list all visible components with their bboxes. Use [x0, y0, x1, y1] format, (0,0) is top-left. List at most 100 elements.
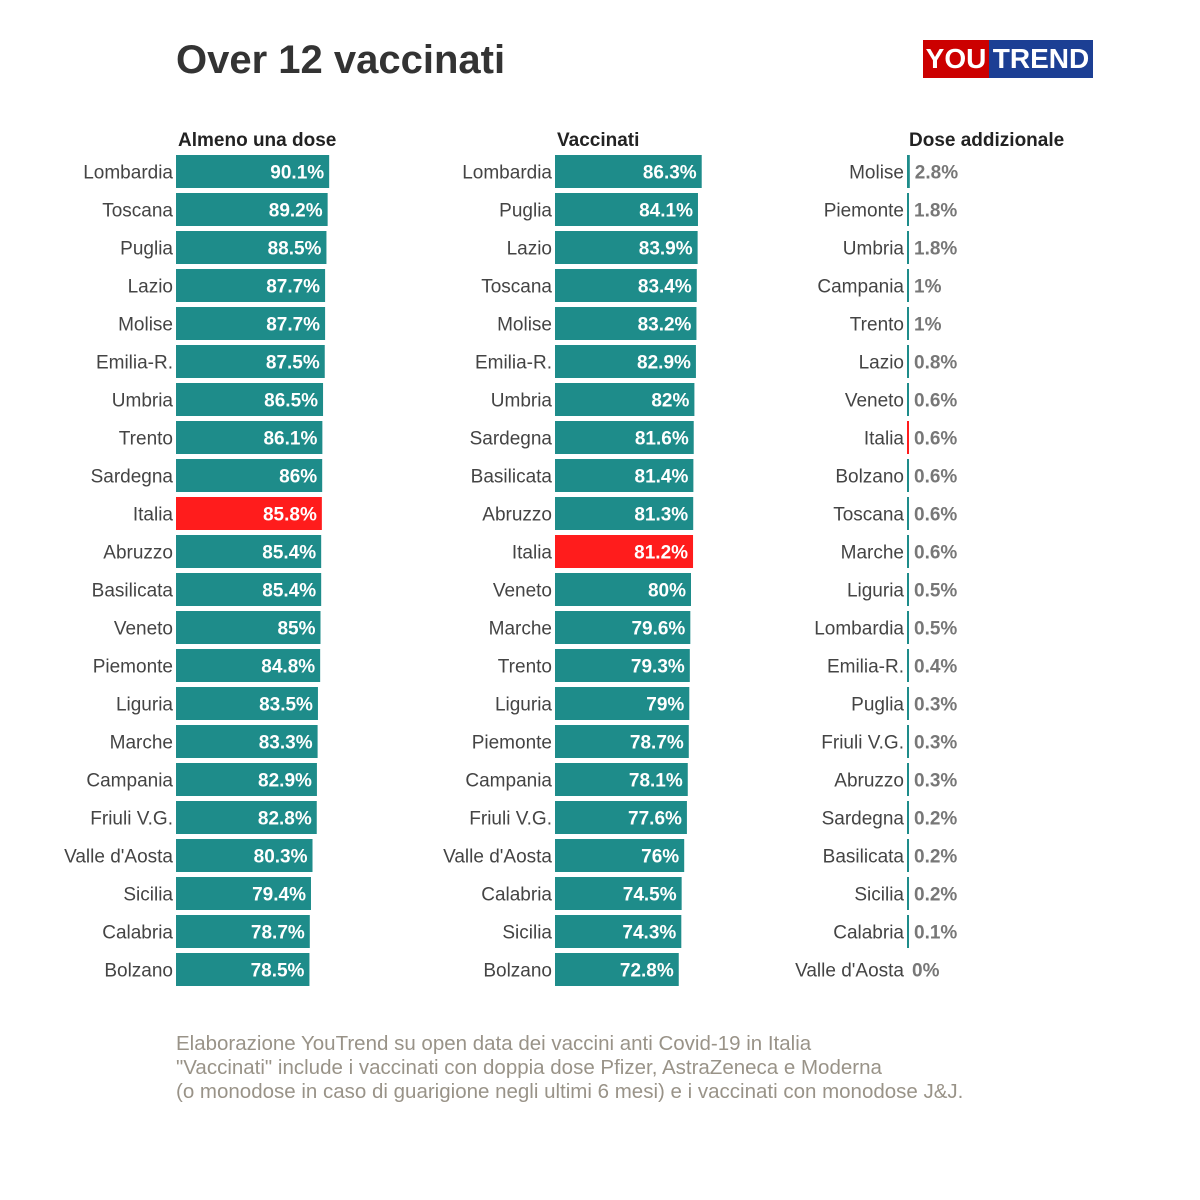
category-label: Valle d'Aosta	[64, 847, 173, 868]
bar	[176, 801, 317, 834]
value-label: 79.4%	[252, 885, 306, 906]
category-label: Valle d'Aosta	[795, 961, 904, 982]
bar	[555, 383, 695, 416]
value-label: 0.2%	[914, 809, 957, 830]
bar	[555, 459, 694, 492]
bar	[555, 193, 698, 226]
value-label: 86%	[279, 467, 317, 488]
bar	[907, 459, 909, 492]
bar	[907, 611, 909, 644]
bar	[555, 611, 691, 644]
bar	[907, 839, 909, 872]
category-label: Friuli V.G.	[90, 809, 173, 830]
category-label: Piemonte	[93, 657, 173, 678]
category-label: Molise	[849, 163, 904, 184]
value-label: 82%	[651, 391, 689, 412]
value-label: 90.1%	[270, 163, 324, 184]
category-label: Liguria	[495, 695, 552, 716]
category-label: Piemonte	[824, 201, 904, 222]
category-label: Basilicata	[92, 581, 174, 602]
bar	[907, 877, 909, 910]
category-label: Bolzano	[835, 467, 904, 488]
value-label: 81.4%	[635, 467, 689, 488]
bar	[907, 231, 909, 264]
bar	[907, 763, 909, 796]
category-label: Marche	[110, 733, 173, 754]
value-label: 80%	[648, 581, 686, 602]
bar	[907, 269, 909, 302]
value-label: 85.4%	[262, 543, 316, 564]
value-label: 2.8%	[915, 163, 958, 184]
value-label: 0.5%	[914, 619, 957, 640]
category-label: Umbria	[491, 391, 553, 412]
value-label: 76%	[641, 847, 679, 868]
panel-header: Almeno una dose	[178, 130, 336, 151]
panel-header: Dose addizionale	[909, 130, 1064, 151]
category-label: Campania	[817, 277, 904, 298]
category-label: Lazio	[507, 239, 552, 260]
category-label: Emilia-R.	[96, 353, 173, 374]
value-label: 0.3%	[914, 695, 957, 716]
value-label: 81.6%	[635, 429, 689, 450]
bar	[555, 307, 697, 340]
bar	[555, 839, 685, 872]
category-label: Liguria	[847, 581, 904, 602]
value-label: 0.4%	[914, 657, 957, 678]
bar	[907, 535, 909, 568]
category-label: Sardegna	[822, 809, 905, 830]
value-label: 0.6%	[914, 391, 957, 412]
value-label: 1%	[914, 277, 942, 298]
value-label: 0.1%	[914, 923, 957, 944]
value-label: 0.8%	[914, 353, 957, 374]
category-label: Friuli V.G.	[821, 733, 904, 754]
value-label: 0.2%	[914, 885, 957, 906]
category-label: Basilicata	[471, 467, 553, 488]
category-label: Bolzano	[483, 961, 552, 982]
value-label: 77.6%	[628, 809, 682, 830]
value-label: 83.5%	[259, 695, 313, 716]
value-label: 87.7%	[266, 315, 320, 336]
bar	[555, 345, 696, 378]
value-label: 79.3%	[631, 657, 685, 678]
value-label: 0%	[912, 961, 940, 982]
category-label: Lazio	[128, 277, 173, 298]
bar	[907, 497, 909, 530]
category-label: Veneto	[845, 391, 904, 412]
category-label: Veneto	[114, 619, 173, 640]
category-label: Lombardia	[814, 619, 904, 640]
category-label: Sicilia	[123, 885, 173, 906]
category-label: Lombardia	[83, 163, 173, 184]
bar	[176, 269, 326, 302]
value-label: 87.5%	[266, 353, 320, 374]
category-label: Valle d'Aosta	[443, 847, 552, 868]
category-label: Veneto	[493, 581, 552, 602]
category-label: Marche	[489, 619, 552, 640]
bar	[907, 649, 909, 682]
category-label: Campania	[465, 771, 552, 792]
bar	[555, 801, 687, 834]
value-label: 0.6%	[914, 505, 957, 526]
youtrend-logo: YOU TREND	[923, 40, 1093, 78]
value-label: 79.6%	[631, 619, 685, 640]
category-label: Toscana	[102, 201, 173, 222]
bar	[176, 953, 310, 986]
value-label: 86.5%	[264, 391, 318, 412]
value-label: 0.3%	[914, 771, 957, 792]
value-label: 81.3%	[634, 505, 688, 526]
bar	[555, 497, 694, 530]
value-label: 0.6%	[914, 467, 957, 488]
bar	[907, 687, 909, 720]
value-label: 0.6%	[914, 429, 957, 450]
bar	[907, 383, 909, 416]
bar	[555, 915, 682, 948]
value-label: 81.2%	[634, 543, 688, 564]
bar	[176, 459, 323, 492]
category-label: Toscana	[833, 505, 904, 526]
category-label: Italia	[133, 505, 174, 526]
category-label: Italia	[512, 543, 553, 564]
category-label: Calabria	[102, 923, 173, 944]
value-label: 84.1%	[639, 201, 693, 222]
value-label: 0.3%	[914, 733, 957, 754]
